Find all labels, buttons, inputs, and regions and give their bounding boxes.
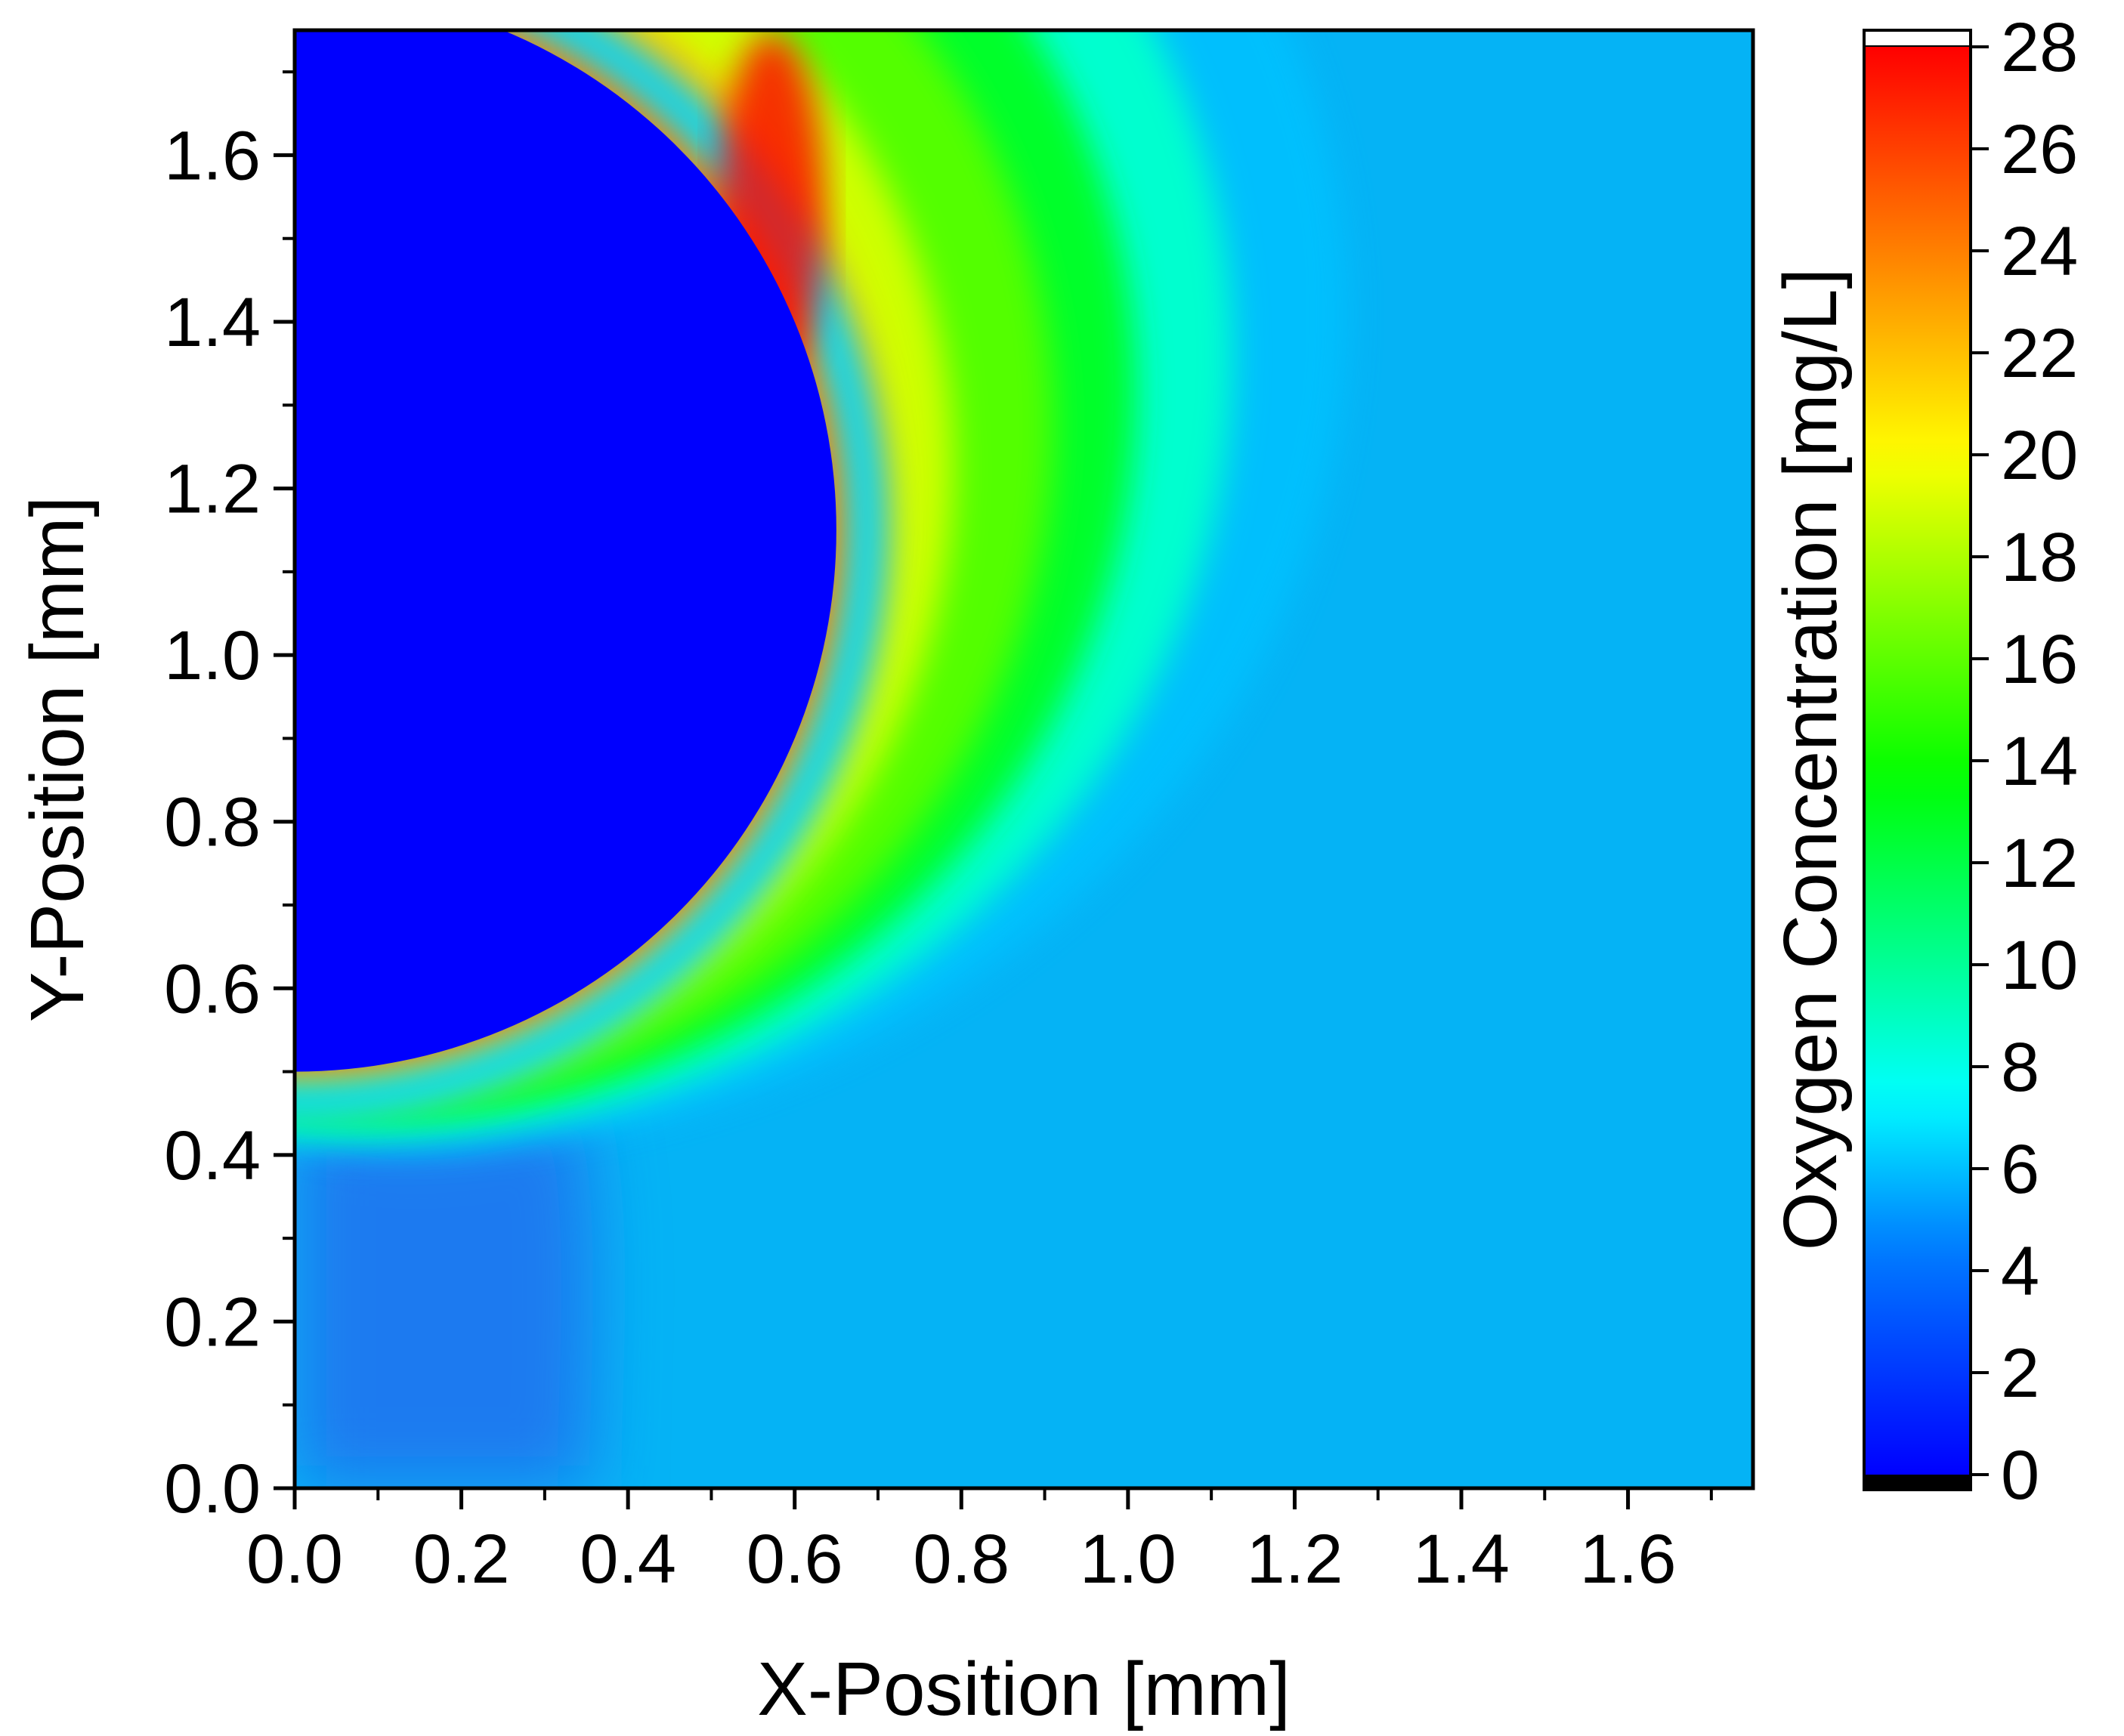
colorbar-tick-label: 10: [2001, 927, 2078, 1004]
colorbar-tick-label: 4: [2001, 1233, 2039, 1310]
x-tick-label: 1.2: [1246, 1521, 1343, 1598]
colorbar-tick-label: 2: [2001, 1335, 2039, 1412]
y-tick-label: 0.6: [164, 950, 261, 1027]
x-tick-label: 0.6: [747, 1521, 843, 1598]
colorbar-tick-label: 26: [2001, 111, 2078, 188]
colorbar-tick-label: 18: [2001, 519, 2078, 596]
colorbar-tick-label: 6: [2001, 1131, 2039, 1208]
colorbar-tick-label: 8: [2001, 1029, 2039, 1106]
colorbar-tick-label: 24: [2001, 213, 2078, 290]
x-tick-label: 0.4: [580, 1521, 676, 1598]
y-axis-title: Y-Position [mm]: [15, 496, 100, 1023]
x-tick-label: 1.0: [1080, 1521, 1176, 1598]
y-tick-label: 0.4: [164, 1117, 261, 1194]
y-tick-label: 1.4: [164, 284, 261, 361]
heatmap: [295, 30, 1753, 1488]
colorbar-tick-label: 0: [2001, 1437, 2039, 1514]
heatmap-bubble: [295, 30, 836, 1072]
x-axis: 0.0 0.2 0.4 0.6 0.8 1.0 1.2 1.4 1.6: [246, 1488, 1713, 1598]
colorbar-tick-label: 16: [2001, 621, 2078, 698]
y-tick-label: 1.0: [164, 617, 261, 694]
x-tick-label: 0.0: [246, 1521, 343, 1598]
colorbar-bottom-cap: [1864, 1475, 1971, 1490]
colorbar-tick-label: 28: [2001, 9, 2078, 86]
x-tick-label: 0.8: [913, 1521, 1009, 1598]
heatmap-low-region: [295, 1095, 593, 1488]
colorbar-tick-label: 20: [2001, 417, 2078, 494]
colorbar-tick-label: 22: [2001, 315, 2078, 392]
colorbar-tick-label: 14: [2001, 723, 2078, 800]
colorbar-title: Oxygen Concentration [mg/L]: [1768, 268, 1853, 1251]
y-tick-label: 0.8: [164, 784, 261, 861]
y-tick-label: 1.2: [164, 451, 261, 528]
y-axis: 0.0 0.2 0.4 0.6 0.8 1.0 1.2 1.4 1.6: [164, 70, 295, 1527]
x-tick-label: 1.4: [1413, 1521, 1510, 1598]
y-tick-label: 1.6: [164, 117, 261, 194]
colorbar-fill: [1864, 47, 1971, 1475]
colorbar-top-cap: [1863, 29, 1972, 48]
x-axis-title: X-Position [mm]: [757, 1647, 1291, 1731]
plot-frame: [292, 28, 1755, 1490]
y-tick-label: 0.0: [164, 1450, 261, 1527]
x-tick-label: 0.2: [413, 1521, 510, 1598]
colorbar-tick-label: 12: [2001, 825, 2078, 902]
x-tick-label: 1.6: [1580, 1521, 1677, 1598]
heatmap-bubble-halo: [295, 30, 888, 1123]
y-tick-label: 0.2: [164, 1283, 261, 1361]
